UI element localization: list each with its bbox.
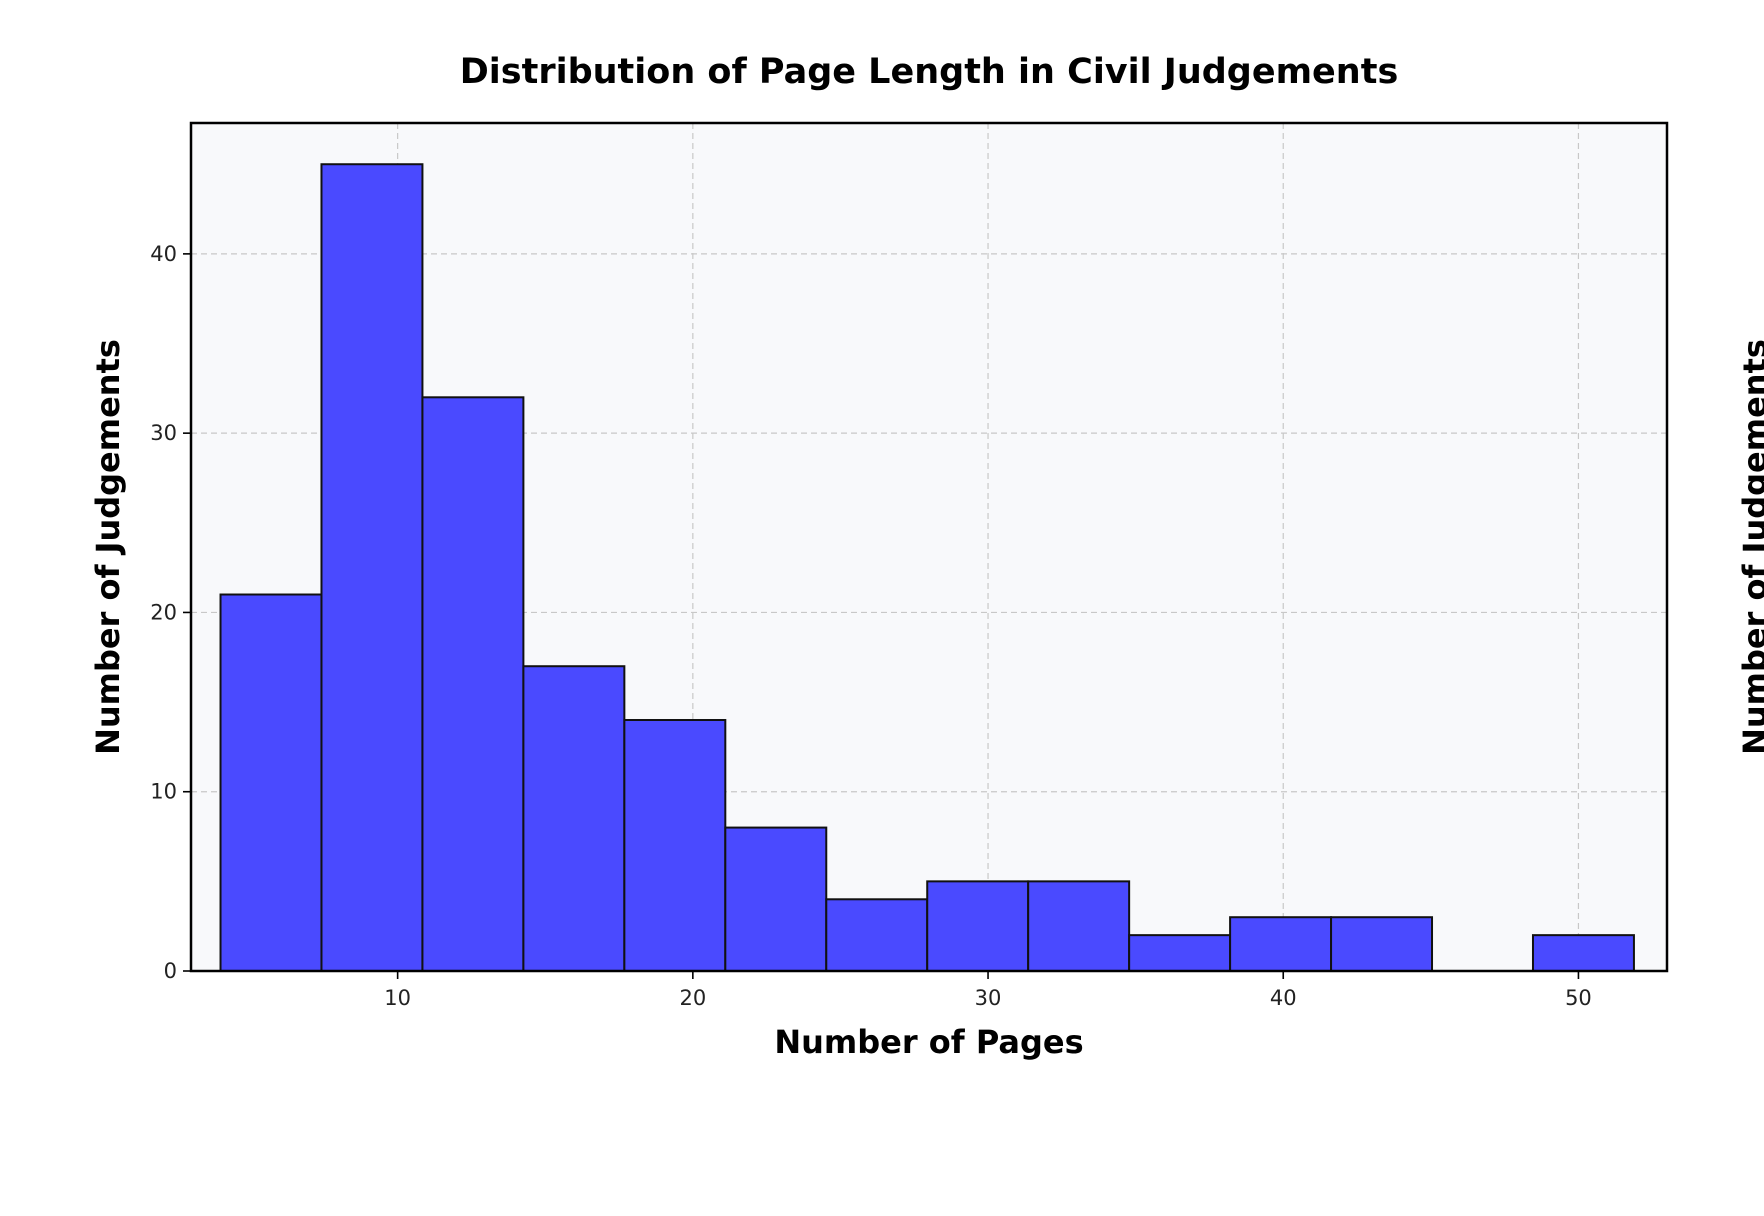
x-tick-label: 30 <box>975 986 1002 1010</box>
histogram-bar <box>421 396 525 972</box>
histogram-bar <box>1027 880 1131 973</box>
histogram-bar <box>623 719 727 972</box>
plot-frame <box>189 121 1669 973</box>
histogram-bar <box>320 163 424 972</box>
right-y-axis-label: Number of Judgements <box>1736 339 1764 755</box>
x-axis-label: Number of Pages <box>774 1023 1083 1061</box>
x-axis-ticks: 10 20 30 40 50 <box>384 971 1592 1010</box>
histogram-bar <box>1330 916 1434 972</box>
x-tick-label: 40 <box>1270 986 1297 1010</box>
histogram-bar <box>1229 916 1333 972</box>
y-tick-label: 10 <box>150 780 177 804</box>
y-tick-label: 40 <box>150 242 177 266</box>
histogram-bar <box>522 665 626 972</box>
x-tick-label: 20 <box>679 986 706 1010</box>
histogram-bar <box>1531 934 1635 972</box>
x-tick-label: 50 <box>1565 986 1592 1010</box>
y-axis-label: Number of Judgements <box>89 339 127 755</box>
y-axis-ticks: 0 10 20 30 40 <box>150 242 191 983</box>
y-tick-label: 0 <box>164 959 177 983</box>
y-tick-label: 30 <box>150 421 177 445</box>
histogram-bar <box>219 593 323 972</box>
y-tick-label: 20 <box>150 600 177 624</box>
x-tick-label: 10 <box>384 986 411 1010</box>
histogram-bars <box>219 163 1635 973</box>
histogram-bar <box>825 898 929 973</box>
histogram-bar <box>724 826 828 973</box>
chart-title: Distribution of Page Length in Civil Jud… <box>460 52 1399 92</box>
histogram-bar <box>1128 934 1232 972</box>
histogram-bar <box>926 880 1030 973</box>
